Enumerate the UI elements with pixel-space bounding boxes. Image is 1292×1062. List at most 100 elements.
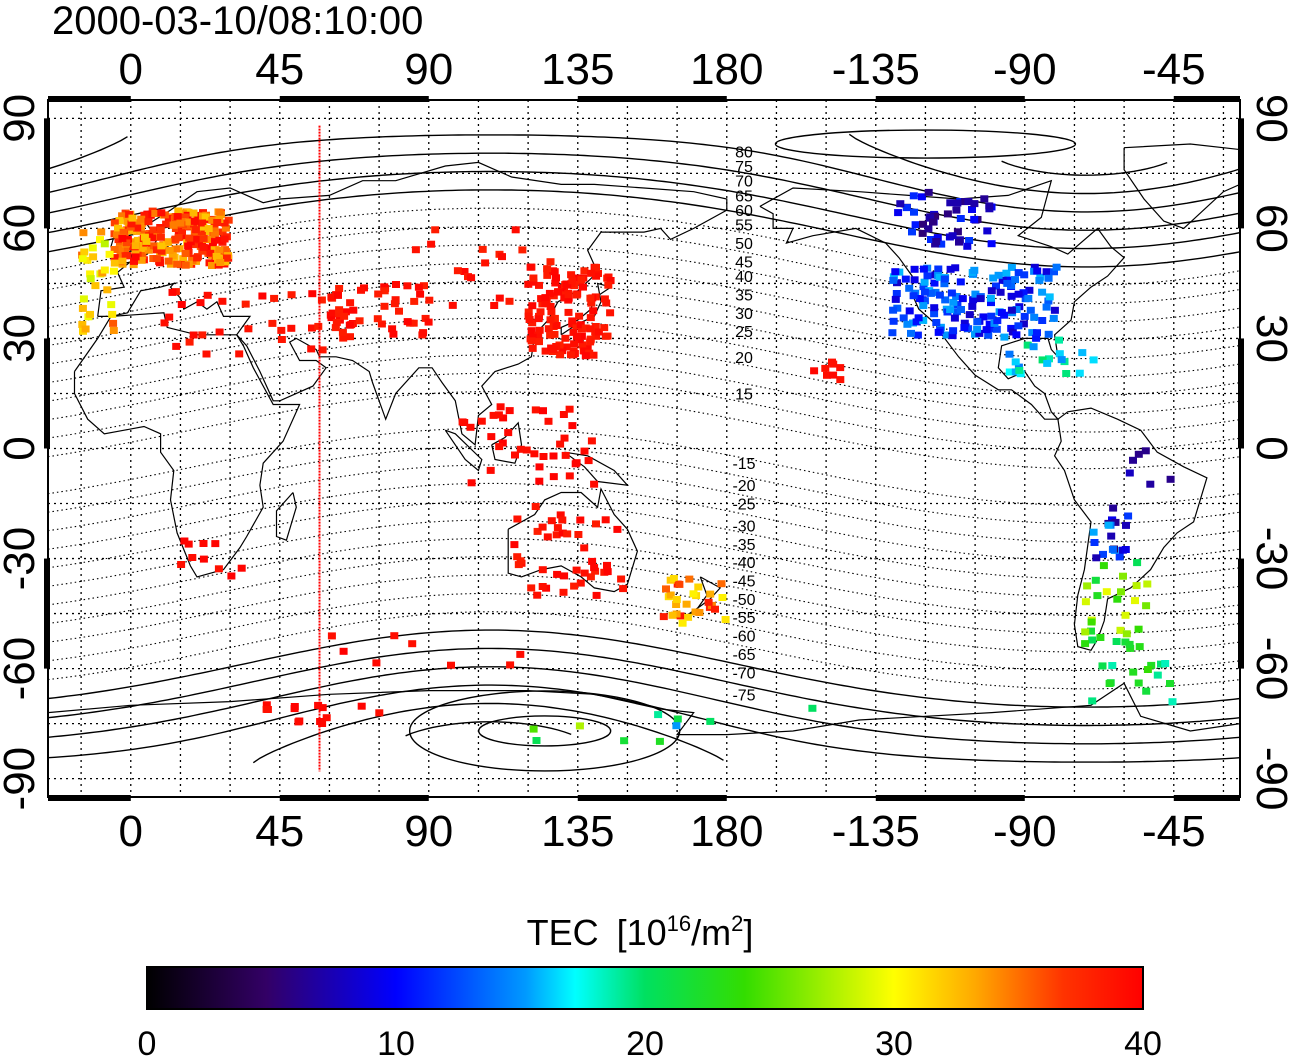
tec-point xyxy=(308,324,316,332)
tec-point xyxy=(268,319,277,327)
tec-point xyxy=(889,273,898,281)
tec-point xyxy=(586,294,595,302)
tec-point xyxy=(140,211,149,219)
tec-point xyxy=(466,423,475,431)
tec-point xyxy=(529,274,538,282)
tec-point xyxy=(339,334,348,342)
tec-point xyxy=(177,301,186,308)
tec-point xyxy=(603,568,612,576)
tec-point xyxy=(162,220,171,228)
tec-point xyxy=(556,440,565,448)
contour-label: 30 xyxy=(735,306,753,323)
tec-point xyxy=(935,273,944,281)
tec-point xyxy=(829,360,838,368)
colorbar-tick-labels: 0 10 20 30 40 xyxy=(138,1025,1162,1062)
tec-point xyxy=(560,572,569,580)
tec-point xyxy=(556,351,565,359)
tec-point xyxy=(1109,504,1118,512)
top-lon-label: 0 xyxy=(119,45,143,94)
tec-point xyxy=(137,256,146,264)
tec-point xyxy=(215,328,224,336)
tec-point xyxy=(215,246,224,254)
tec-point xyxy=(1023,341,1032,349)
right-latitude-labels: 90 60 30 0 -30 -60 -90 xyxy=(1247,94,1292,811)
tec-point xyxy=(208,216,217,224)
tec-point xyxy=(110,246,119,253)
tec-point xyxy=(335,310,343,318)
tec-point xyxy=(587,299,596,307)
tec-point xyxy=(532,737,541,744)
bottom-longitude-labels: 0 45 90 135 180 -135 -90 -45 xyxy=(119,807,1206,856)
tec-point xyxy=(576,516,585,524)
tec-point xyxy=(193,254,202,262)
tec-data-points xyxy=(78,188,1177,745)
tec-point xyxy=(903,320,912,328)
tec-point xyxy=(572,291,581,299)
tec-point xyxy=(592,591,601,599)
tec-point xyxy=(1044,274,1053,282)
contour-label: -35 xyxy=(732,537,755,554)
tec-point xyxy=(118,257,127,265)
tec-point xyxy=(169,221,178,229)
tec-point xyxy=(127,220,136,228)
tec-point xyxy=(128,214,137,222)
contour-label: -55 xyxy=(732,610,755,627)
tec-point xyxy=(586,325,595,333)
tec-point xyxy=(603,332,612,340)
tec-point xyxy=(1105,680,1114,687)
tec-point xyxy=(156,233,165,241)
tec-point xyxy=(185,338,194,346)
tec-point xyxy=(988,325,997,333)
tec-point xyxy=(541,347,550,355)
contour-label: 20 xyxy=(735,350,753,367)
tec-point xyxy=(1078,349,1087,357)
tec-point xyxy=(151,210,160,217)
tec-point xyxy=(262,705,271,713)
tec-point xyxy=(78,321,87,328)
tec-point xyxy=(920,297,929,305)
top-lon-label: 135 xyxy=(541,45,614,94)
tec-point xyxy=(499,414,508,422)
contour-label: -75 xyxy=(732,687,755,704)
tec-point xyxy=(993,317,1002,325)
tec-point xyxy=(164,238,173,246)
tec-point xyxy=(1012,331,1021,339)
tec-point xyxy=(1108,545,1117,553)
tec-point xyxy=(78,304,87,312)
tec-point xyxy=(567,271,576,279)
tec-point xyxy=(349,306,358,314)
tec-point xyxy=(107,301,116,309)
tec-point xyxy=(980,195,989,203)
tec-point xyxy=(184,540,193,548)
tec-point xyxy=(1024,294,1033,302)
tec-point xyxy=(373,315,382,323)
tec-point xyxy=(536,308,545,316)
tec-point xyxy=(171,245,180,253)
contour-label: 55 xyxy=(735,218,753,235)
tec-point xyxy=(374,290,383,298)
tec-point xyxy=(199,540,208,547)
tec-point xyxy=(1166,680,1174,687)
tec-point xyxy=(177,561,186,568)
tec-point xyxy=(511,451,519,459)
tec-point xyxy=(206,249,215,257)
tec-point xyxy=(551,279,560,287)
tec-point xyxy=(672,722,681,730)
tec-point xyxy=(179,255,188,263)
tec-point xyxy=(1005,368,1014,376)
tec-point xyxy=(221,224,230,232)
tec-point xyxy=(157,247,166,255)
tec-point xyxy=(588,557,597,565)
tec-point xyxy=(914,314,923,322)
tec-point xyxy=(655,737,664,745)
tec-point xyxy=(559,411,568,418)
tec-point xyxy=(577,276,586,284)
tec-point xyxy=(572,332,581,340)
tec-point xyxy=(1153,671,1162,679)
tec-point xyxy=(181,250,190,257)
tec-point xyxy=(919,265,928,273)
tec-point xyxy=(969,296,978,304)
tec-point xyxy=(526,263,535,271)
tec-point xyxy=(1026,306,1035,314)
